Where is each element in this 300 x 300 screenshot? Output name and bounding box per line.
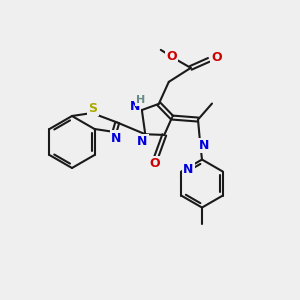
Text: N: N bbox=[199, 139, 209, 152]
Text: N: N bbox=[111, 131, 122, 145]
Text: O: O bbox=[149, 158, 160, 170]
Text: O: O bbox=[212, 51, 222, 64]
Text: N: N bbox=[183, 163, 194, 176]
Text: H: H bbox=[136, 95, 146, 105]
Text: S: S bbox=[88, 101, 98, 115]
Text: N: N bbox=[137, 135, 148, 148]
Text: N: N bbox=[130, 100, 140, 112]
Text: O: O bbox=[167, 50, 177, 63]
